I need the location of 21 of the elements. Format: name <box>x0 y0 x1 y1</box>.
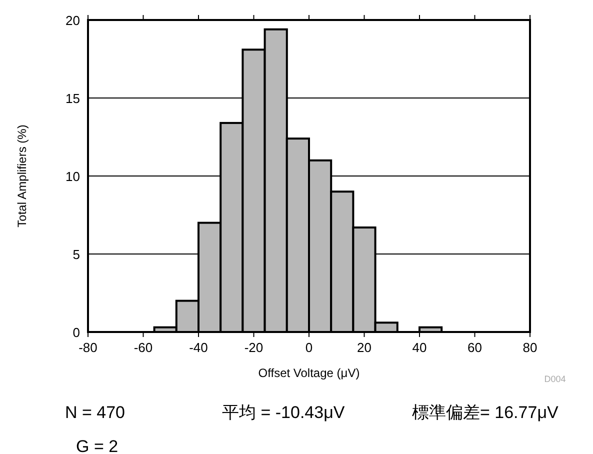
x-tick-label: -60 <box>134 340 153 355</box>
x-tick-label: -80 <box>78 340 98 355</box>
y-tick-label: 15 <box>66 91 80 106</box>
x-tick-label: -40 <box>189 340 208 355</box>
y-axis-title: Total Amplifiers (%) <box>15 124 29 228</box>
x-tick-label: 60 <box>468 340 482 355</box>
x-axis-title: Offset Voltage (μV) <box>258 366 360 380</box>
x-tick-label: 20 <box>357 340 372 355</box>
x-tick-label: 0 <box>305 340 313 355</box>
text: 平均 = -10.43μV <box>222 403 346 422</box>
x-tick-label: 80 <box>522 340 538 355</box>
x-tick-label: -20 <box>244 340 264 355</box>
y-tick-label: 0 <box>72 325 80 340</box>
y-tick-label: 10 <box>66 169 80 184</box>
y-tick-label: 5 <box>72 247 80 262</box>
text: 標準偏差= 16.77μV <box>412 403 559 422</box>
y-tick-label: 20 <box>66 13 80 28</box>
text: N = 470 <box>65 403 126 422</box>
text: G = 2 <box>76 437 118 454</box>
text: D004 <box>544 374 566 384</box>
x-tick-label: 40 <box>412 340 427 355</box>
